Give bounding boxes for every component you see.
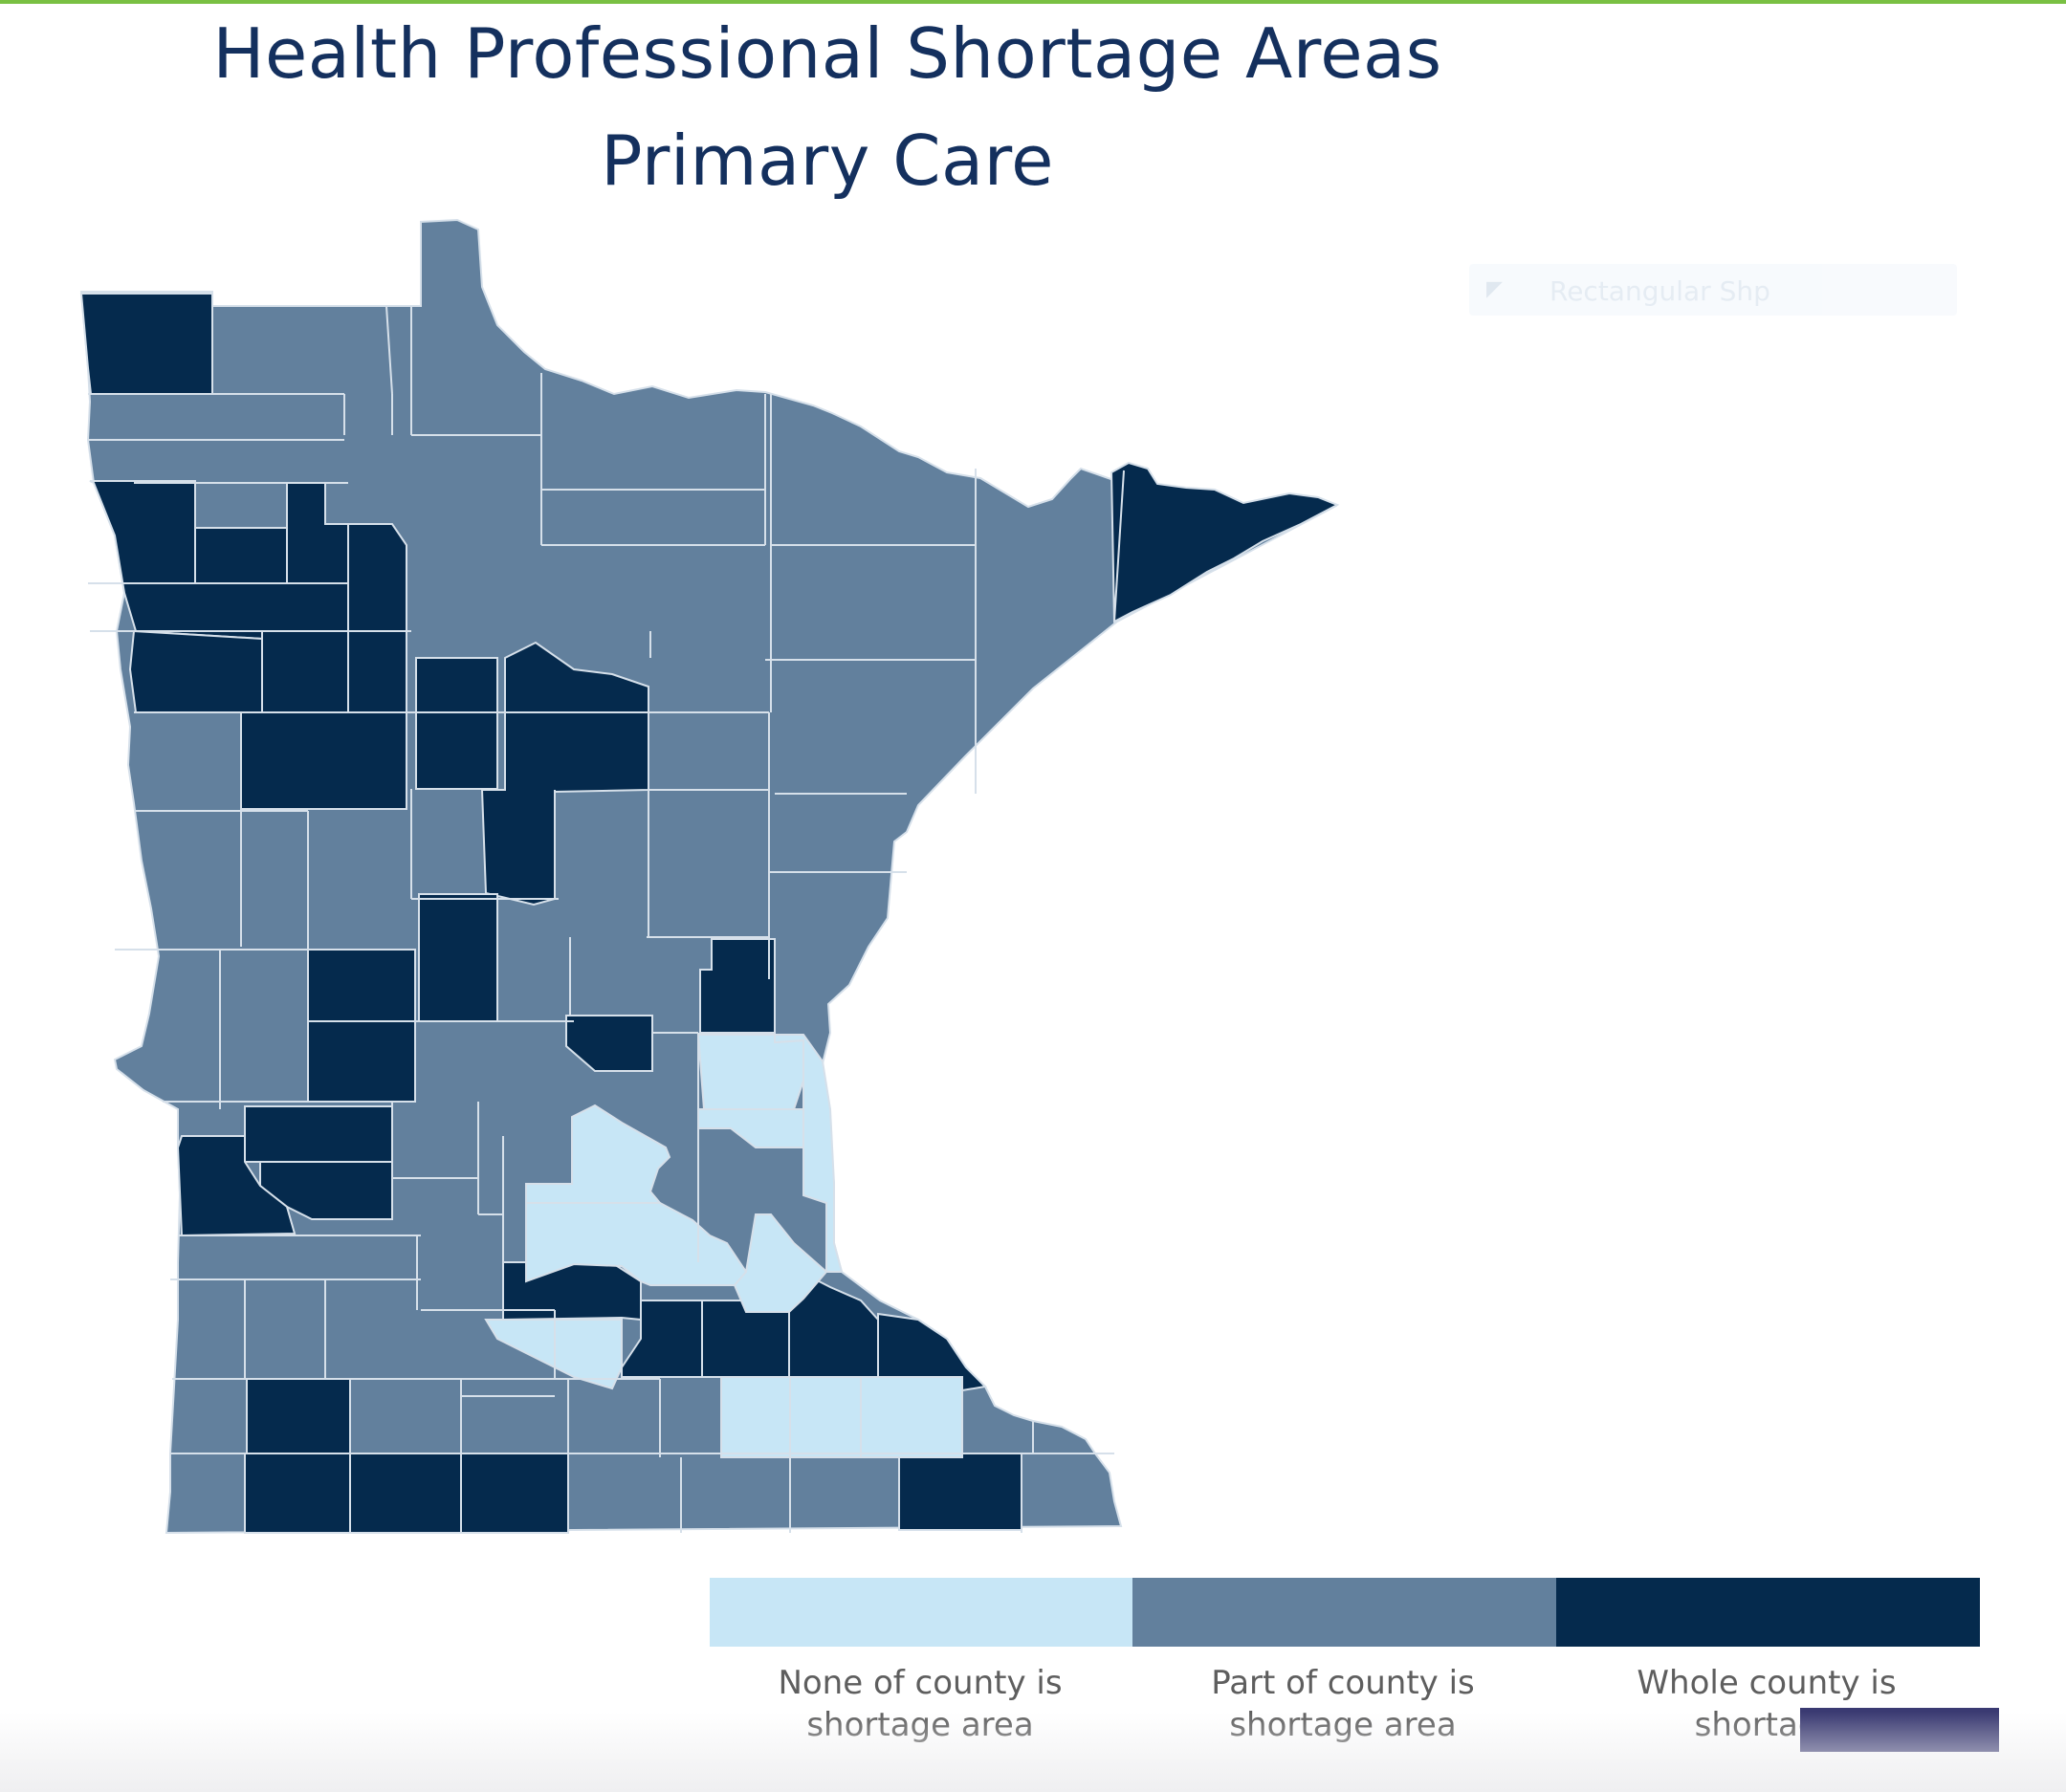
county-grant <box>244 1105 393 1163</box>
county-lake-cook <box>1110 461 1340 623</box>
county-traverse <box>176 1135 297 1237</box>
map-shape-control[interactable]: ◤ Rectangular Shp <box>1469 264 1957 316</box>
county-crow-wing <box>418 893 498 1022</box>
county-fillmore <box>898 1453 1022 1531</box>
legend-swatch-none <box>710 1578 1132 1647</box>
map-subtitle: Primary Care <box>601 120 1054 201</box>
county-cottonwood <box>246 1378 351 1454</box>
county-otter-tail-s <box>307 1020 416 1103</box>
county-washington <box>774 1034 844 1273</box>
county-jackson <box>244 1453 351 1534</box>
county-norman <box>240 711 407 810</box>
county-pennington <box>194 527 288 584</box>
county-regions <box>79 218 1340 1535</box>
county-red-lake <box>261 630 349 713</box>
bottom-fade <box>0 1712 2066 1792</box>
county-polk <box>128 629 263 713</box>
legend-swatch-part <box>1132 1578 1556 1647</box>
whole-county-regions <box>79 293 1340 1534</box>
county-wright <box>525 1104 671 1204</box>
county-dodge-freeborn <box>720 1376 963 1458</box>
legend-swatch-whole <box>1556 1578 1980 1647</box>
map-title: Health Professional Shortage Areas <box>212 13 1442 94</box>
county-faribault <box>460 1453 569 1534</box>
cursor-icon: ◤ <box>1486 277 1503 301</box>
county-martin <box>349 1453 462 1534</box>
county-benton <box>565 1015 653 1072</box>
county-borders <box>88 305 1125 1533</box>
county-wadena <box>307 949 416 1022</box>
map-shape-control-label: Rectangular Shp <box>1550 275 1770 307</box>
county-kanabec <box>699 938 776 1034</box>
county-clearwater <box>347 523 407 713</box>
top-accent-rule <box>0 0 2066 4</box>
county-ramsey-dakota <box>733 1213 828 1313</box>
county-hubbard <box>415 657 498 790</box>
county-chisago <box>696 1034 804 1110</box>
county-kittson <box>79 293 213 395</box>
